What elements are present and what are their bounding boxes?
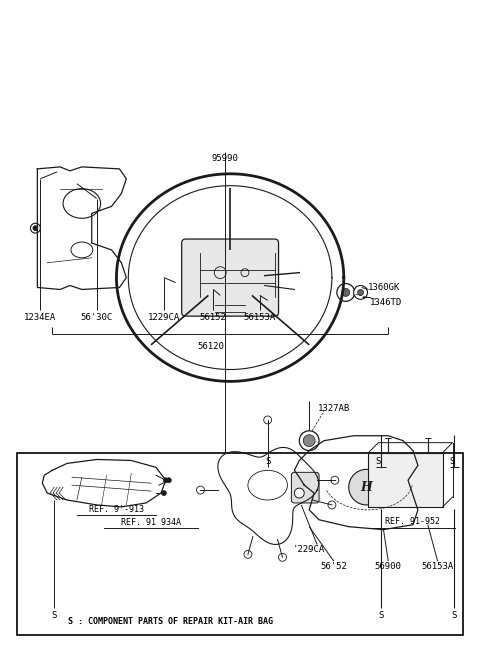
Text: H: H bbox=[360, 481, 372, 493]
Circle shape bbox=[163, 478, 168, 483]
Circle shape bbox=[358, 290, 363, 296]
Text: 56120: 56120 bbox=[197, 342, 224, 351]
FancyBboxPatch shape bbox=[291, 472, 319, 503]
Circle shape bbox=[328, 501, 336, 509]
Circle shape bbox=[278, 553, 287, 561]
Text: 56'30C: 56'30C bbox=[81, 313, 113, 322]
FancyBboxPatch shape bbox=[182, 239, 278, 316]
Text: S: S bbox=[51, 611, 57, 620]
Circle shape bbox=[342, 288, 350, 296]
Circle shape bbox=[423, 488, 433, 498]
Text: 1346TD: 1346TD bbox=[370, 298, 402, 307]
Circle shape bbox=[33, 226, 38, 231]
Circle shape bbox=[196, 486, 204, 494]
Text: S: S bbox=[265, 457, 270, 466]
Text: S: S bbox=[376, 457, 381, 466]
Text: S: S bbox=[379, 611, 384, 620]
Circle shape bbox=[30, 223, 40, 233]
FancyBboxPatch shape bbox=[407, 472, 435, 503]
Text: 56153A: 56153A bbox=[244, 313, 276, 322]
Text: S : COMPONENT PARTS OF REPAIR KIT-AIR BAG: S : COMPONENT PARTS OF REPAIR KIT-AIR BA… bbox=[68, 617, 273, 625]
Text: 56900: 56900 bbox=[375, 562, 402, 571]
Text: REF. 91 934A: REF. 91 934A bbox=[121, 518, 181, 527]
Text: 1360GK: 1360GK bbox=[368, 283, 400, 292]
Circle shape bbox=[300, 431, 319, 451]
Circle shape bbox=[264, 416, 272, 424]
Circle shape bbox=[337, 284, 355, 302]
FancyBboxPatch shape bbox=[369, 453, 443, 507]
Circle shape bbox=[244, 551, 252, 558]
Text: 56152: 56152 bbox=[200, 313, 227, 322]
Text: '229CA: '229CA bbox=[293, 545, 325, 554]
Circle shape bbox=[349, 469, 384, 505]
Circle shape bbox=[161, 491, 167, 495]
Text: S: S bbox=[452, 611, 457, 620]
Text: 56153A: 56153A bbox=[421, 562, 454, 571]
Text: 56'52: 56'52 bbox=[321, 562, 348, 571]
Circle shape bbox=[331, 476, 339, 484]
Text: 95990: 95990 bbox=[212, 154, 239, 164]
Text: 1327AB: 1327AB bbox=[318, 403, 350, 413]
Text: REF. 9'-913: REF. 9'-913 bbox=[89, 505, 144, 514]
Text: S: S bbox=[450, 457, 455, 466]
Circle shape bbox=[294, 488, 304, 498]
Circle shape bbox=[167, 478, 171, 483]
Circle shape bbox=[354, 286, 368, 300]
Text: REF. 91-952: REF. 91-952 bbox=[385, 517, 441, 526]
Circle shape bbox=[303, 435, 315, 447]
Bar bbox=[17, 453, 463, 635]
Text: 1234EA: 1234EA bbox=[24, 313, 57, 322]
Text: 1229CA: 1229CA bbox=[148, 313, 180, 322]
